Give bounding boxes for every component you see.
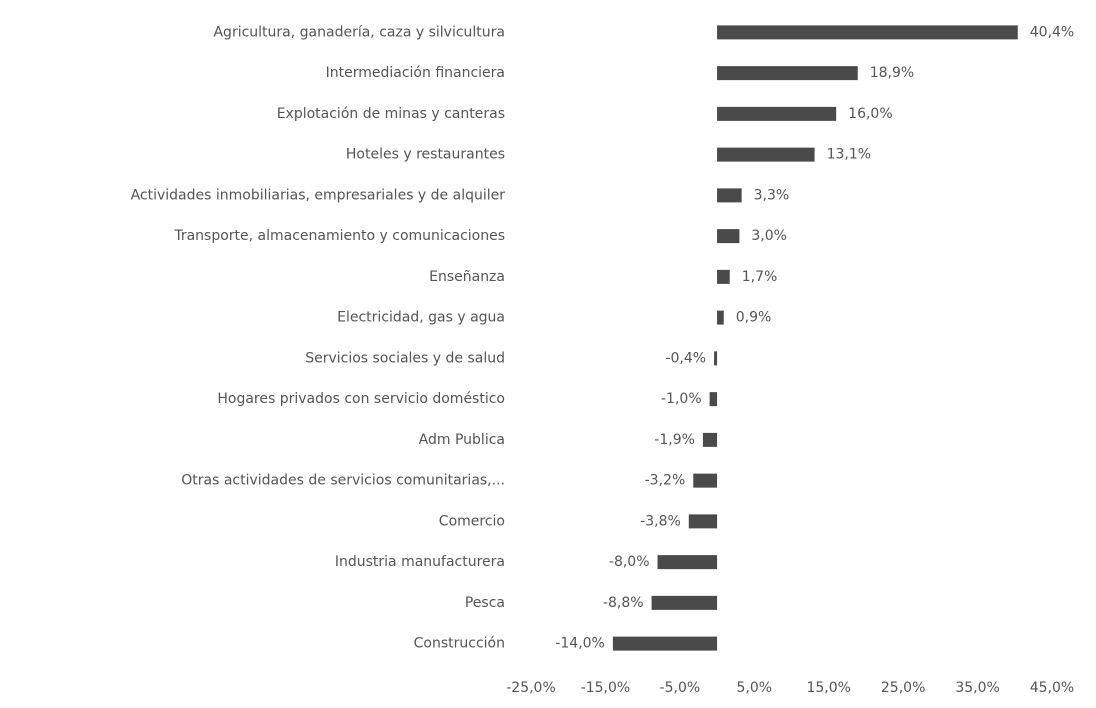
value-label: -8,0% xyxy=(609,554,650,570)
bar xyxy=(717,229,740,244)
bar xyxy=(717,269,730,284)
category-label: Comercio xyxy=(439,513,505,529)
bar xyxy=(717,25,1018,40)
category-label: Pesca xyxy=(465,595,505,611)
category-label: Industria manufacturera xyxy=(335,554,505,570)
value-label: -3,8% xyxy=(640,513,681,529)
bar xyxy=(717,66,858,81)
x-tick-label: 5,0% xyxy=(736,680,772,696)
x-tick-label: 45,0% xyxy=(1030,680,1074,696)
category-label: Hogares privados con servicio doméstico xyxy=(217,391,505,407)
value-label: 3,3% xyxy=(754,187,790,203)
value-label: -3,2% xyxy=(645,473,686,489)
category-label: Agricultura, ganadería, caza y silvicult… xyxy=(213,24,505,40)
value-label: -1,9% xyxy=(654,432,695,448)
bar xyxy=(717,188,742,203)
value-label: 0,9% xyxy=(736,310,772,326)
x-tick-label: 25,0% xyxy=(881,680,925,696)
x-tick-label: -5,0% xyxy=(660,680,701,696)
value-label: -0,4% xyxy=(665,350,706,366)
value-label: 1,7% xyxy=(742,269,778,285)
category-label: Enseñanza xyxy=(429,269,505,285)
bar xyxy=(657,555,718,570)
bar xyxy=(717,310,724,325)
value-label: -14,0% xyxy=(555,636,605,652)
bar xyxy=(612,636,718,651)
bar xyxy=(709,392,718,407)
category-label: Servicios sociales y de salud xyxy=(305,350,505,366)
value-label: 3,0% xyxy=(751,228,787,244)
value-label: 18,9% xyxy=(870,65,914,81)
value-label: 40,4% xyxy=(1030,24,1074,40)
bar xyxy=(717,106,837,121)
x-tick-label: -15,0% xyxy=(581,680,631,696)
category-label: Adm Publica xyxy=(419,432,505,448)
category-label: Otras actividades de servicios comunitar… xyxy=(181,473,505,489)
bar xyxy=(693,473,718,488)
bar xyxy=(717,147,815,162)
bar xyxy=(702,432,718,447)
bar xyxy=(651,595,718,610)
x-tick-label: 35,0% xyxy=(955,680,999,696)
x-tick-label: -25,0% xyxy=(506,680,556,696)
value-label: 13,1% xyxy=(827,147,871,163)
category-label: Construcción xyxy=(414,636,505,652)
category-label: Hoteles y restaurantes xyxy=(346,147,505,163)
value-label: -1,0% xyxy=(661,391,702,407)
category-label: Explotación de minas y canteras xyxy=(277,106,505,122)
category-label: Actividades inmobiliarias, empresariales… xyxy=(131,187,506,203)
category-label: Intermediación financiera xyxy=(326,65,505,81)
value-label: 16,0% xyxy=(848,106,892,122)
value-label: -8,8% xyxy=(603,595,644,611)
category-label: Transporte, almacenamiento y comunicacio… xyxy=(173,228,505,244)
bar xyxy=(714,351,718,366)
category-label: Electricidad, gas y agua xyxy=(337,310,505,326)
x-tick-label: 15,0% xyxy=(806,680,850,696)
bar xyxy=(688,514,718,529)
